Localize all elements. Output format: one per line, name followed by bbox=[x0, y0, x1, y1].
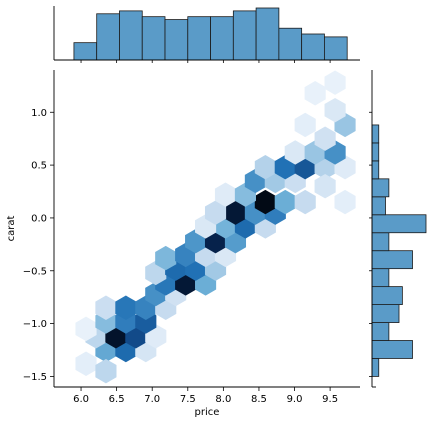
y-axis-label: carat bbox=[6, 216, 17, 242]
hexbin-cell-43 bbox=[294, 189, 316, 215]
hexbin-cell-13 bbox=[95, 295, 117, 320]
y-marginal-bar-13 bbox=[371, 124, 380, 144]
x-marginal-bar-10 bbox=[301, 33, 325, 61]
y-tick-label-3: −0.5 bbox=[23, 266, 47, 277]
hexbin-cell-37 bbox=[224, 200, 247, 225]
hexbin-cell-26 bbox=[155, 245, 177, 271]
x-marginal-bar-7 bbox=[232, 10, 257, 61]
x-marginal-bar-11 bbox=[324, 36, 348, 61]
y-marginal-bar-5 bbox=[371, 268, 390, 288]
hexbin-cell-40 bbox=[204, 200, 227, 225]
x-marginal-bar-2 bbox=[119, 10, 143, 61]
y-marginal-bar-7 bbox=[371, 232, 390, 252]
y-marginal-bar-6 bbox=[371, 250, 413, 270]
x-tick-label-2: 7.0 bbox=[144, 394, 160, 405]
hexbin-layer bbox=[75, 70, 356, 384]
y-tick-label-1: 0.5 bbox=[31, 161, 47, 172]
y-marginal-bar-10 bbox=[371, 178, 390, 198]
y-marginal-bar-12 bbox=[371, 142, 380, 162]
top-marginal-histogram bbox=[53, 6, 360, 63]
y-tick-label-0: 1.0 bbox=[31, 108, 47, 119]
x-tick-label-6: 9.0 bbox=[287, 394, 303, 405]
hexbin-cell-62 bbox=[304, 81, 326, 106]
y-marginal-bar-0 bbox=[371, 358, 380, 377]
hexbin-cell-61 bbox=[324, 70, 346, 95]
y-tick-label-5: −1.5 bbox=[23, 372, 47, 383]
y-marginal-bar-3 bbox=[371, 304, 400, 323]
y-marginal-bar-2 bbox=[371, 322, 390, 341]
hexbin-cell-63 bbox=[334, 189, 356, 215]
x-marginal-bar-1 bbox=[96, 13, 120, 61]
y-marginal-bar-9 bbox=[371, 196, 386, 216]
hexbin-cell-41 bbox=[254, 189, 276, 215]
y-marginal-bar-1 bbox=[371, 340, 413, 359]
y-marginal-bar-11 bbox=[371, 160, 380, 180]
hexbin-cell-14 bbox=[115, 295, 137, 320]
x-marginal-bar-4 bbox=[164, 19, 189, 61]
x-tick-label-4: 8.0 bbox=[215, 394, 231, 405]
hexbin-cell-57 bbox=[314, 126, 336, 151]
y-tick-label-4: −1.0 bbox=[23, 319, 47, 330]
x-marginal-bar-0 bbox=[73, 42, 98, 61]
hexbin-cell-44 bbox=[214, 182, 237, 207]
hexbin-cell-9 bbox=[75, 316, 97, 342]
x-marginal-bar-6 bbox=[210, 16, 234, 61]
right-marginal-histogram bbox=[369, 70, 427, 388]
x-tick-label-1: 6.5 bbox=[109, 394, 125, 405]
y-marginal-bar-8 bbox=[371, 214, 427, 234]
hexbin-cell-7 bbox=[75, 351, 97, 376]
x-marginal-bar-8 bbox=[255, 7, 280, 61]
y-tick-label-2: 0.0 bbox=[31, 213, 47, 224]
x-marginal-bar-3 bbox=[141, 16, 166, 61]
y-marginal-bar-4 bbox=[371, 286, 403, 305]
x-axis-label: price bbox=[195, 407, 220, 418]
x-tick-label-7: 9.5 bbox=[322, 394, 338, 405]
x-tick-label-0: 6.0 bbox=[73, 394, 89, 405]
hexbin-cell-49 bbox=[254, 155, 276, 180]
x-marginal-bar-9 bbox=[278, 27, 303, 61]
hexbin-cell-54 bbox=[284, 140, 306, 165]
x-tick-label-3: 7.5 bbox=[180, 394, 196, 405]
hexbin-cell-59 bbox=[294, 112, 316, 138]
main-axes: 6.0 6.5 7.0 7.5 8.0 8.5 9.0 9.5 1.0 0.5 0.0 −0.5 −1.… bbox=[23, 70, 360, 405]
x-marginal-bar-5 bbox=[187, 16, 211, 61]
hexbin-cell-8 bbox=[95, 358, 117, 384]
hexbin-cell-64 bbox=[314, 174, 336, 199]
hexbin-cell-42 bbox=[274, 189, 296, 215]
hexbin-cell-60 bbox=[324, 97, 346, 123]
x-tick-label-5: 8.5 bbox=[251, 394, 267, 405]
